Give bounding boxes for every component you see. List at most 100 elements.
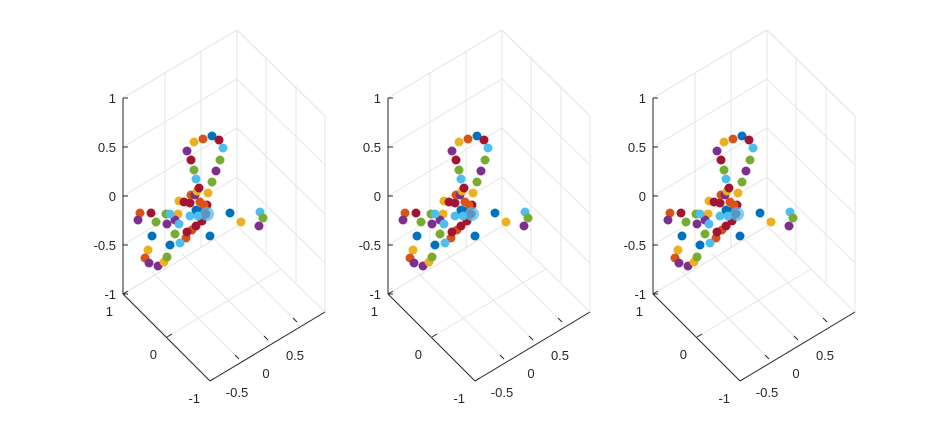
grid-line — [209, 234, 298, 323]
x-tick — [764, 354, 770, 360]
x-tick — [234, 354, 240, 360]
data-point — [663, 215, 673, 225]
data-point — [721, 174, 731, 184]
data-point — [737, 131, 747, 141]
data-point — [456, 174, 466, 184]
z-tick-label: 1 — [639, 91, 646, 106]
data-point — [427, 252, 437, 262]
y-tick — [739, 377, 746, 382]
grid-line — [652, 225, 768, 295]
data-point — [479, 135, 489, 145]
data-point — [236, 217, 246, 227]
data-point — [665, 208, 675, 218]
grid-line — [652, 29, 856, 117]
y-tick-label: 0 — [680, 347, 687, 362]
data-point — [412, 231, 422, 241]
grid-line — [151, 271, 240, 360]
z-tick-label: -0.5 — [624, 238, 646, 253]
y-axis-line — [122, 293, 211, 382]
x-axis-line — [474, 311, 591, 382]
data-point — [170, 229, 180, 239]
data-point — [430, 240, 440, 250]
z-tick-label: -0.5 — [359, 238, 381, 253]
data-point — [254, 221, 264, 231]
data-point — [427, 219, 437, 229]
y-tick-label: 0 — [150, 347, 157, 362]
grid-line — [696, 268, 812, 338]
z-tick-label: 0 — [109, 189, 116, 204]
z-tick-label: 1 — [374, 91, 381, 106]
y-tick-label: -1 — [718, 391, 730, 406]
data-point — [146, 208, 156, 218]
grid-line — [474, 234, 563, 323]
data-point — [191, 221, 201, 231]
data-point — [480, 155, 490, 165]
data-point — [745, 155, 755, 165]
data-point — [674, 258, 684, 268]
data-point — [211, 166, 221, 176]
y-tick-label: 1 — [106, 304, 113, 319]
data-point — [454, 137, 464, 147]
data-point — [151, 217, 161, 227]
data-point — [470, 231, 480, 241]
data-point — [186, 155, 196, 165]
data-point — [198, 134, 208, 144]
data-point — [695, 209, 705, 219]
data-point — [472, 131, 482, 141]
x-axis-line — [739, 311, 856, 382]
data-point — [755, 208, 765, 218]
x-tick-label: -0.5 — [491, 385, 513, 400]
data-point — [490, 208, 500, 218]
data-point — [741, 166, 751, 176]
grid-line — [387, 225, 503, 295]
data-point — [468, 188, 478, 198]
y-tick-label: 1 — [371, 304, 378, 319]
data-point — [214, 135, 224, 145]
data-point — [200, 207, 214, 221]
y-tick — [122, 290, 129, 295]
data-point — [182, 227, 192, 237]
y-tick-label: -1 — [188, 391, 200, 406]
data-point — [435, 229, 445, 239]
y-tick-label: 0 — [415, 347, 422, 362]
data-point — [676, 208, 686, 218]
x-tick-label: 0 — [792, 366, 799, 381]
x-tick — [822, 317, 828, 323]
data-point — [692, 219, 702, 229]
y-tick — [696, 333, 703, 338]
data-point — [165, 240, 175, 250]
data-point — [483, 143, 493, 153]
grid-line — [681, 271, 770, 360]
data-point — [728, 134, 738, 144]
y-tick — [387, 290, 394, 295]
z-tick-label: 0 — [639, 189, 646, 204]
data-point — [215, 155, 225, 165]
data-point — [705, 238, 715, 248]
data-point — [189, 137, 199, 147]
data-point — [135, 208, 145, 218]
data-point — [147, 231, 157, 241]
data-point — [439, 219, 449, 229]
grid-line — [431, 268, 547, 338]
data-point — [133, 215, 143, 225]
y-tick-label: -1 — [453, 391, 465, 406]
x-axis-line — [209, 311, 326, 382]
data-point — [175, 238, 185, 248]
grid-line — [166, 268, 282, 338]
data-point — [715, 211, 725, 221]
data-point — [719, 165, 729, 175]
y-axis-line — [387, 293, 476, 382]
z-tick-label: -1 — [104, 287, 116, 302]
data-point — [700, 229, 710, 239]
z-tick-label: -1 — [369, 287, 381, 302]
data-point — [398, 215, 408, 225]
x-tick — [263, 335, 269, 341]
data-point — [218, 143, 228, 153]
data-point — [430, 209, 440, 219]
data-point — [716, 155, 726, 165]
data-point — [400, 208, 410, 218]
data-point — [501, 217, 511, 227]
data-point — [174, 219, 184, 229]
subplot-1: 1 0.5 0 -0.5 -1 1 0 -1 -0.5 0 0.5 — [94, 29, 326, 406]
